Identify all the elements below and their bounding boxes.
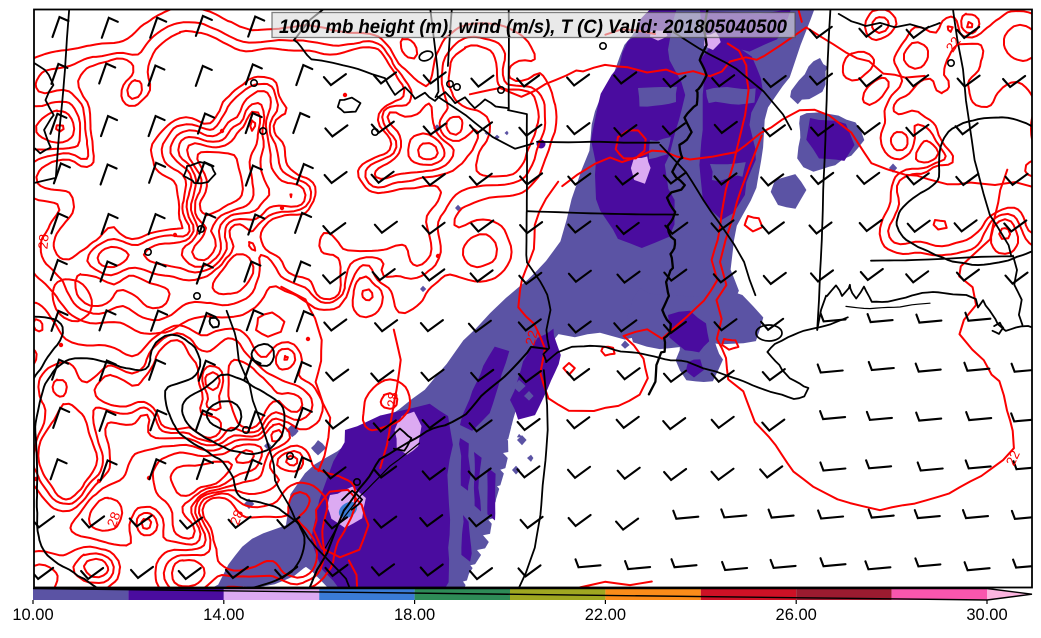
svg-text:22.00: 22.00: [585, 606, 626, 624]
svg-text:22: 22: [943, 34, 964, 55]
svg-text:28: 28: [104, 510, 123, 529]
svg-text:28: 28: [35, 233, 51, 249]
svg-text:28: 28: [227, 508, 246, 527]
svg-text:10.00: 10.00: [12, 606, 53, 624]
svg-text:26.00: 26.00: [776, 606, 817, 624]
svg-text:18.00: 18.00: [394, 606, 435, 624]
svg-text:28: 28: [384, 391, 400, 407]
svg-text:1000 mb height (m), wind (m/s): 1000 mb height (m), wind (m/s), T (C) Va…: [279, 17, 787, 38]
svg-text:14.00: 14.00: [203, 606, 244, 624]
svg-text:22: 22: [1003, 448, 1023, 468]
svg-text:22: 22: [522, 329, 540, 347]
svg-text:30.00: 30.00: [966, 606, 1007, 624]
